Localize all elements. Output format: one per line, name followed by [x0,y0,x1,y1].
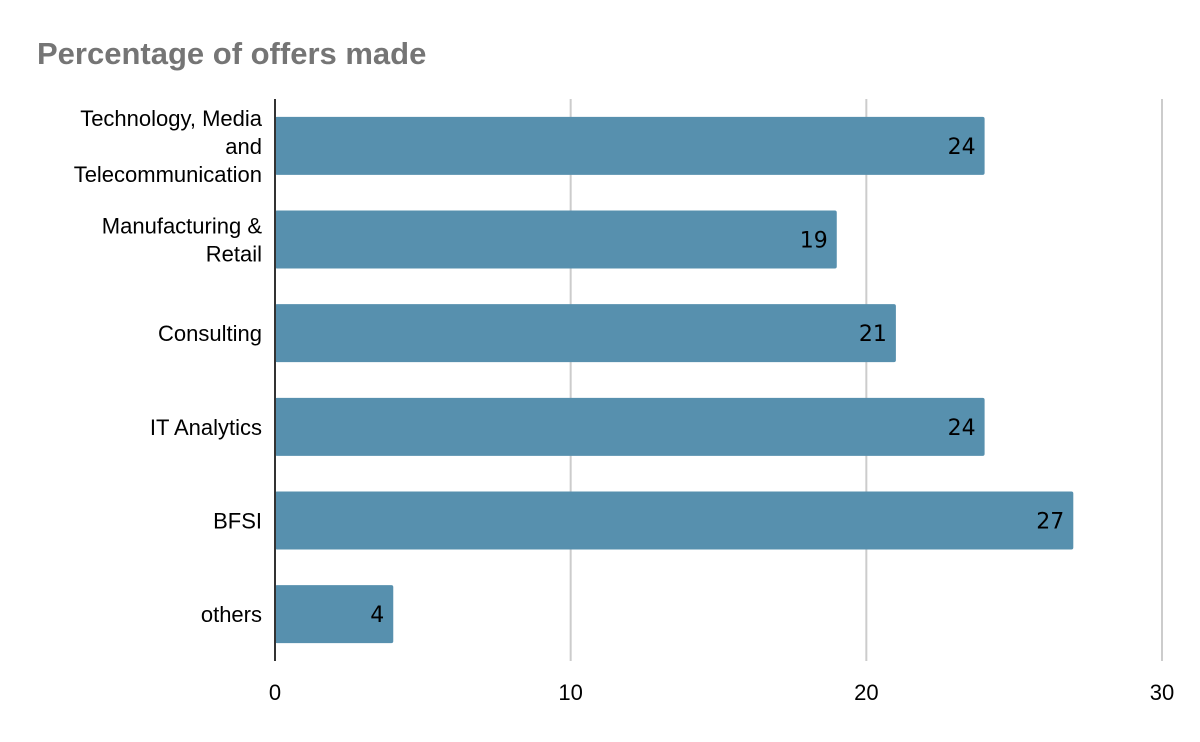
bar [275,210,837,269]
data-label: 27 [1036,510,1064,535]
x-tick-label: 30 [1150,680,1174,705]
data-label: 21 [859,322,887,347]
bar [275,397,985,456]
gridlines [569,99,1163,661]
bar [275,491,1074,550]
bars [275,116,1074,644]
data-label: 19 [800,229,828,254]
category-label: Technology, Media [80,106,263,131]
category-label: others [201,602,262,627]
category-label: Consulting [158,321,262,346]
category-label: Telecommunication [74,162,262,187]
chart-title: Percentage of offers made [37,36,427,71]
category-label: BFSI [213,509,262,534]
x-tick-label: 10 [558,680,582,705]
data-label: 24 [948,135,976,160]
x-tick-label: 20 [854,680,878,705]
x-tick-label: 0 [269,680,281,705]
data-label: 4 [370,603,384,628]
data-label: 24 [948,416,976,441]
labels: 0 10 20 30 24 Technology, Media and Telecommuni… [74,106,1175,705]
category-label: IT Analytics [150,415,262,440]
bar [275,116,985,175]
category-label: Retail [206,242,262,267]
category-label: and [225,134,262,159]
category-label: Manufacturing & [102,214,263,239]
bar [275,304,896,363]
bar [275,585,394,644]
